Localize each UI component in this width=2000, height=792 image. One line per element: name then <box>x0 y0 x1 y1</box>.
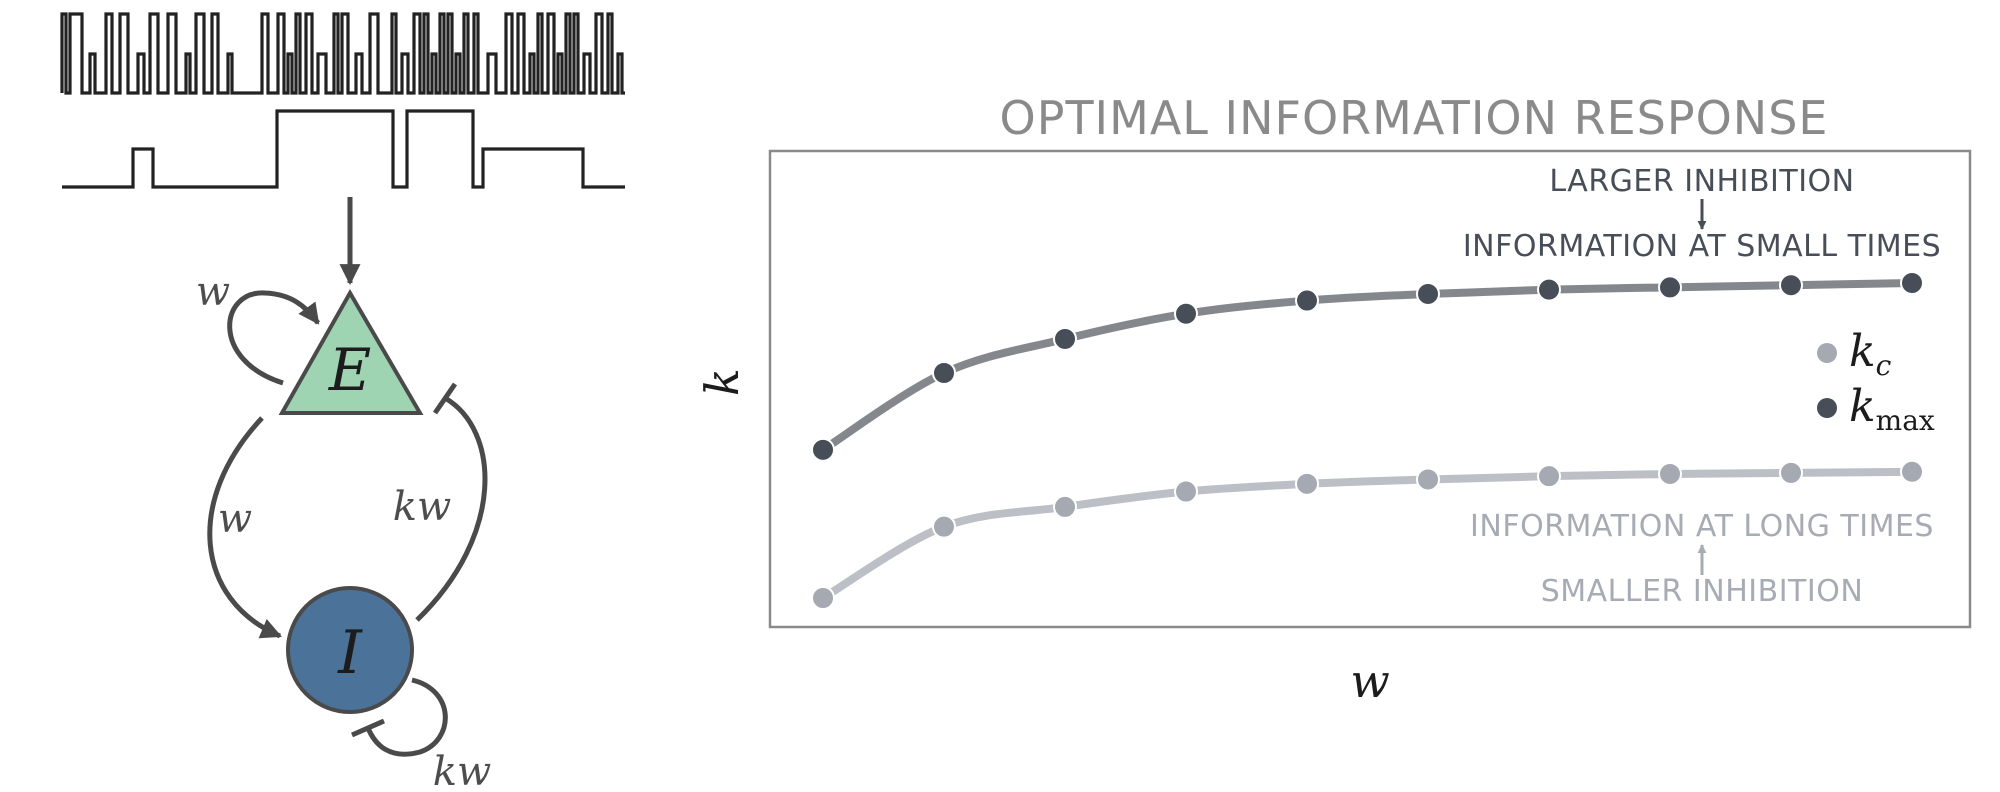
data-point-k_c-3 <box>1174 479 1198 504</box>
legend-kmax-base: k <box>1849 381 1876 432</box>
legend: kc kmax <box>1817 326 1935 437</box>
data-point-k_c-1 <box>932 514 956 539</box>
data-point-k_max-0 <box>811 437 835 462</box>
data-point-k_max-7 <box>1658 275 1682 300</box>
legend-kc-sub: c <box>1876 349 1892 382</box>
series-line-k_c <box>820 467 1913 602</box>
annotation-larger-inhibition: LARGER INHIBITION <box>1549 164 1854 199</box>
x-axis-label: w <box>1350 654 1389 708</box>
self-inhibition-edge <box>365 677 448 757</box>
optimal-information-chart: OPTIMAL INFORMATION RESPONSE k w LARGER … <box>695 91 1972 708</box>
data-point-k_max-1 <box>932 361 956 385</box>
data-point-k_max-6 <box>1537 277 1561 302</box>
chart-title: OPTIMAL INFORMATION RESPONSE <box>1000 91 1829 145</box>
self-excitation-arrow <box>227 290 321 386</box>
annotation-smaller-inhibition: SMALLER INHIBITION <box>1541 574 1864 609</box>
data-point-k_max-5 <box>1416 281 1440 306</box>
annotation-information-small-times: INFORMATION AT SMALL TIMES <box>1463 229 1941 264</box>
inhibitory-to-excitatory-label: kw <box>393 484 451 530</box>
data-point-k_c-4 <box>1295 471 1319 496</box>
self-excitation-label: w <box>196 269 230 315</box>
legend-kmax-sub: max <box>1876 404 1935 437</box>
inhibitory-to-excitatory-edge <box>415 395 488 622</box>
legend-marker-kmax <box>1817 398 1837 418</box>
network-diagram: E I w w kw kw <box>60 12 625 792</box>
data-point-k_max-9 <box>1900 271 1924 295</box>
series-layer <box>811 271 1924 610</box>
annotation-information-long-times: INFORMATION AT LONG TIMES <box>1470 509 1934 544</box>
excitatory-population-node <box>278 288 424 415</box>
input-spike-train <box>60 12 625 95</box>
input-binary-signal <box>62 109 625 189</box>
data-point-k_c-5 <box>1416 467 1440 492</box>
inhibitory-bar-icon <box>432 382 458 415</box>
legend-marker-kc <box>1817 343 1837 363</box>
plot-frame <box>768 149 1972 629</box>
series-line-k_max <box>820 279 1913 454</box>
data-point-k_max-4 <box>1295 288 1319 313</box>
data-point-k_c-7 <box>1658 461 1682 486</box>
self-inhibition-bar-icon <box>350 718 386 738</box>
data-point-k_c-6 <box>1537 464 1561 489</box>
legend-label-kmax: kmax <box>1849 381 1935 437</box>
excitatory-to-inhibitory-arrow <box>207 416 282 639</box>
data-point-k_c-2 <box>1053 494 1077 519</box>
excitatory-node-label: E <box>328 336 371 404</box>
inhibitory-population-node <box>286 586 414 714</box>
self-inhibition-label: kw <box>433 749 491 792</box>
data-point-k_c-9 <box>1900 459 1924 484</box>
legend-kc-base: k <box>1849 326 1876 377</box>
data-point-k_max-3 <box>1174 301 1198 326</box>
data-point-k_c-8 <box>1779 460 1803 485</box>
data-point-k_max-8 <box>1779 273 1803 298</box>
data-point-k_max-2 <box>1053 326 1077 351</box>
y-axis-label: k <box>695 368 749 396</box>
inhibitory-node-label: I <box>337 618 363 688</box>
excitatory-to-inhibitory-label: w <box>218 496 252 542</box>
legend-label-kc: kc <box>1849 326 1892 382</box>
data-point-k_c-0 <box>811 586 835 610</box>
